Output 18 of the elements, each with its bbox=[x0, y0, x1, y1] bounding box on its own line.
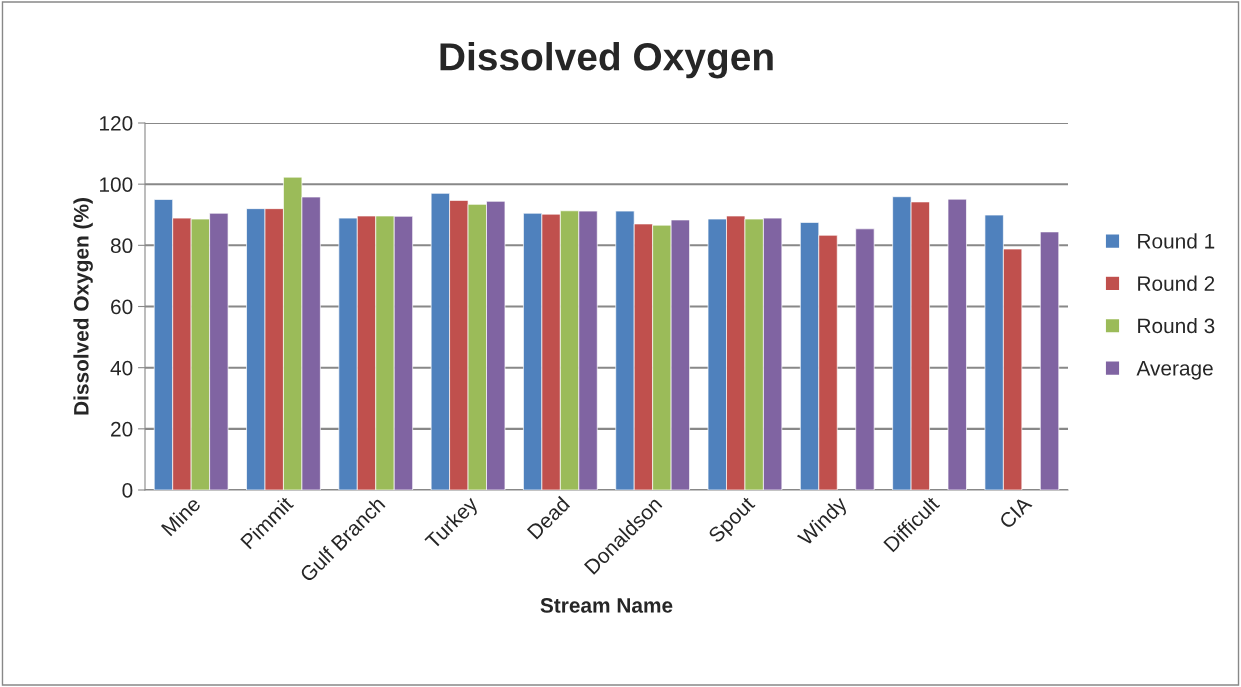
bar bbox=[1039, 231, 1060, 490]
legend-label: Round 1 bbox=[1138, 233, 1215, 249]
x-axis-title: Stream Name bbox=[540, 598, 673, 613]
bar bbox=[855, 228, 875, 490]
y-tick-label: 100 bbox=[100, 177, 133, 192]
y-tick-label: 120 bbox=[100, 116, 133, 131]
y-tick-label: 40 bbox=[110, 360, 133, 376]
y-tick-label: 0 bbox=[122, 483, 133, 498]
y-tick-label: 20 bbox=[111, 421, 133, 437]
legend-label: Average bbox=[1136, 361, 1213, 380]
bar bbox=[947, 198, 967, 490]
chart-title: Dissolved Oxygen bbox=[440, 42, 773, 79]
y-tick-label: 60 bbox=[111, 299, 133, 315]
legend-label: Round 3 bbox=[1138, 317, 1215, 334]
y-axis-title: Dissolved Oxygen (%) bbox=[73, 198, 93, 415]
legend-label: Round 2 bbox=[1138, 275, 1215, 291]
y-tick-label: 80 bbox=[110, 238, 133, 254]
x-tick-label: CIA bbox=[998, 495, 1033, 530]
